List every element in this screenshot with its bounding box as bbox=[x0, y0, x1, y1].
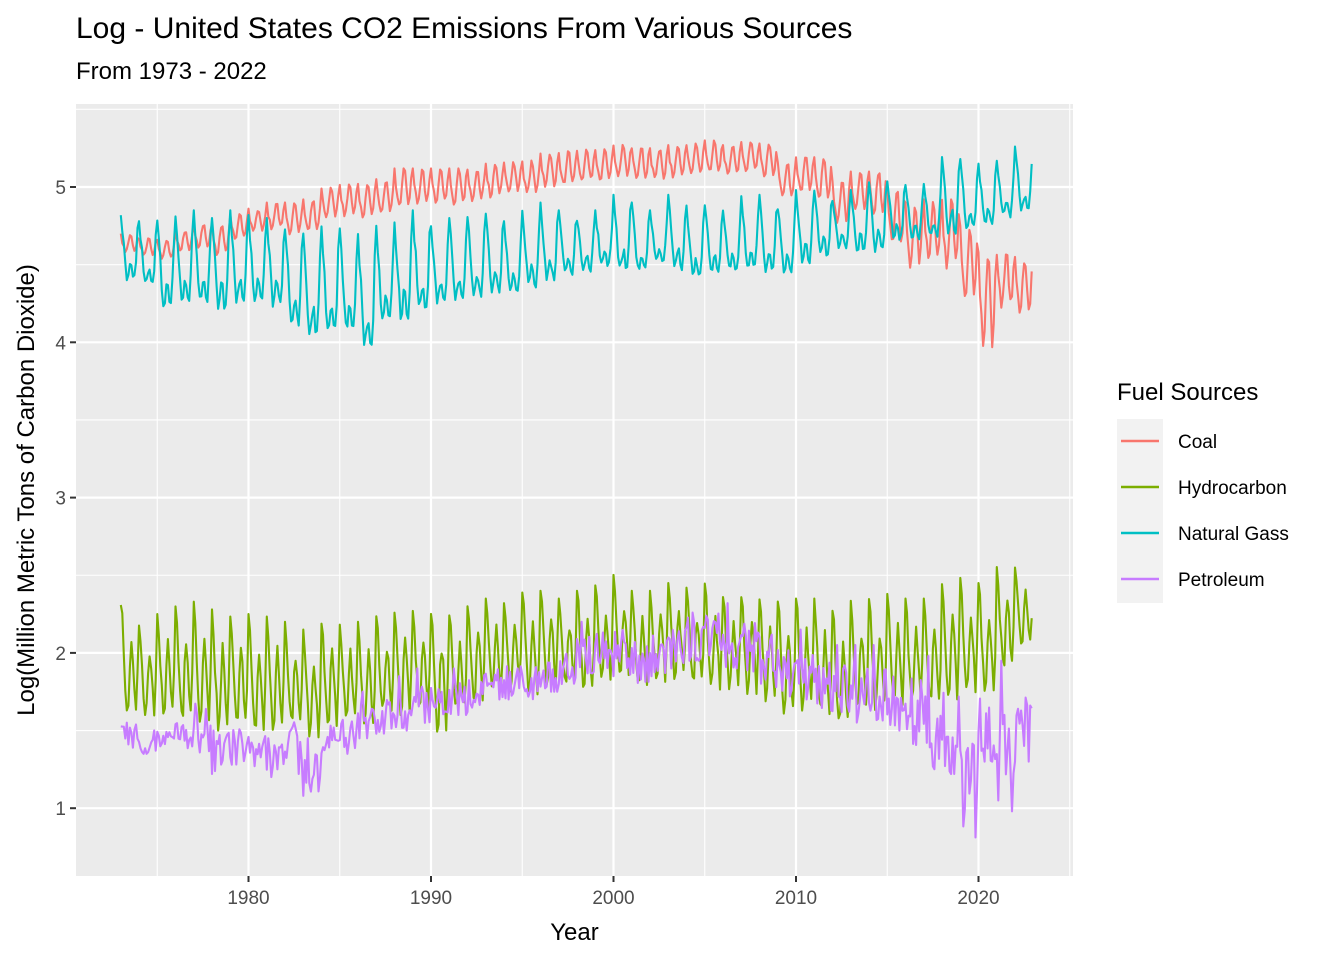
series-line-petroleum bbox=[120, 602, 1033, 839]
legend-item-coal: Coal bbox=[1121, 432, 1217, 453]
legend-label-coal: Coal bbox=[1178, 432, 1217, 453]
series-line-coal bbox=[119, 139, 1033, 349]
legend-item-hydrocarbon: Hydrocarbon bbox=[1121, 478, 1287, 499]
x-axis: 1980 1990 2000 2010 2020 bbox=[227, 876, 1000, 909]
legend-item-natural-gass: Natural Gass bbox=[1121, 524, 1289, 545]
x-tick-label: 1980 bbox=[227, 888, 269, 909]
legend-item-petroleum: Petroleum bbox=[1121, 570, 1265, 591]
y-tick-label: 4 bbox=[55, 333, 66, 354]
chart-title: Log - United States CO2 Emissions From V… bbox=[76, 12, 853, 45]
series-line-hydrocarbon bbox=[119, 565, 1033, 739]
y-tick-label: 2 bbox=[55, 644, 66, 665]
x-axis-title: Year bbox=[550, 919, 599, 946]
y-axis-title: Log(Million Metric Tons of Carbon Dioxid… bbox=[13, 264, 40, 716]
legend-title: Fuel Sources bbox=[1117, 379, 1258, 406]
series-line-natural-gass bbox=[119, 145, 1033, 346]
y-axis: 1 2 3 4 5 bbox=[55, 178, 76, 820]
legend-items: Coal Hydrocarbon Natural Gass Petroleum bbox=[1121, 432, 1289, 591]
legend-label-petroleum: Petroleum bbox=[1178, 570, 1265, 591]
x-tick-label: 2000 bbox=[592, 888, 634, 909]
legend-keys-background bbox=[1117, 419, 1163, 603]
legend-label-natural-gass: Natural Gass bbox=[1178, 524, 1289, 545]
legend-label-hydrocarbon: Hydrocarbon bbox=[1178, 478, 1287, 499]
x-tick-label: 2010 bbox=[775, 888, 817, 909]
y-tick-label: 5 bbox=[55, 178, 66, 199]
chart-subtitle: From 1973 - 2022 bbox=[76, 58, 267, 85]
plot-panel bbox=[76, 104, 1073, 876]
x-tick-label: 2020 bbox=[957, 888, 999, 909]
y-tick-label: 1 bbox=[55, 799, 66, 820]
minor-gridlines bbox=[76, 104, 1073, 876]
series-layer bbox=[119, 139, 1033, 839]
y-tick-label: 3 bbox=[55, 489, 66, 510]
x-tick-label: 1990 bbox=[410, 888, 452, 909]
legend: Fuel Sources Coal Hydrocarbon Natural Gass… bbox=[1117, 379, 1289, 603]
